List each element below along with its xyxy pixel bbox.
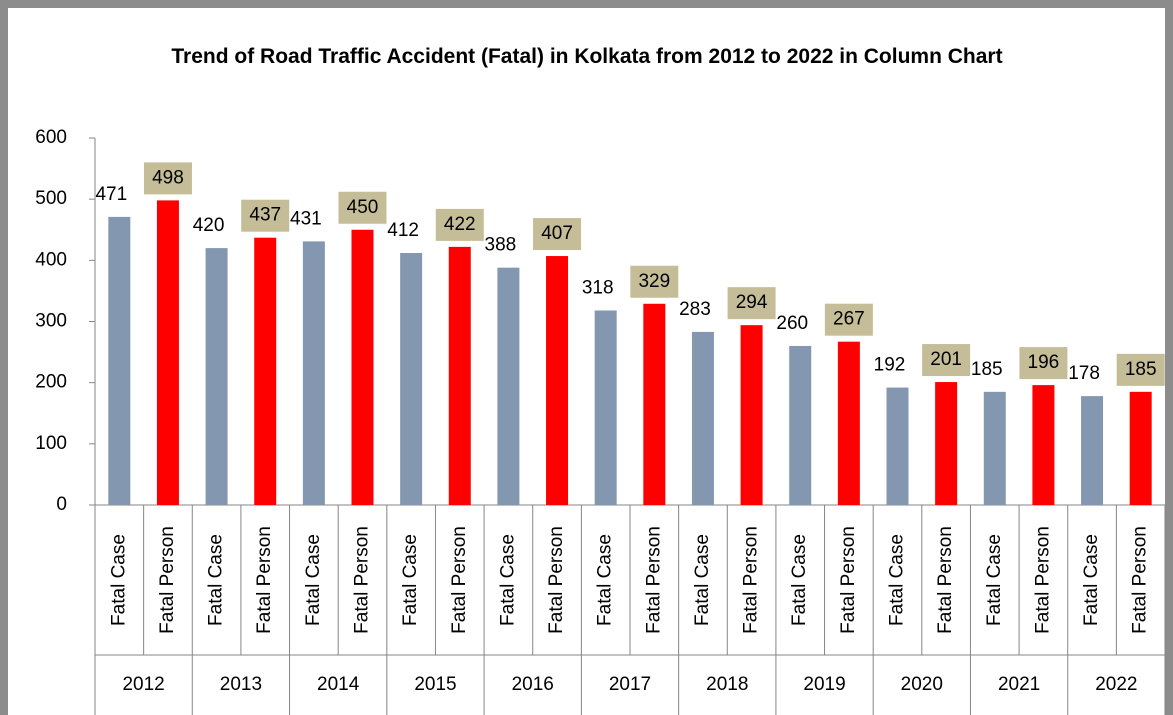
x-series-label: Fatal Case: [595, 534, 616, 626]
x-series-label: Fatal Person: [935, 526, 956, 634]
x-series-label: Fatal Case: [206, 534, 227, 626]
x-category-label: 2017: [609, 674, 651, 695]
y-tick-label: 100: [35, 433, 67, 454]
value-label: 185: [1125, 359, 1157, 380]
value-label: 431: [290, 208, 322, 229]
value-label: 422: [444, 214, 476, 235]
bar: [108, 216, 131, 505]
y-tick-label: 200: [35, 372, 67, 393]
x-series-label: Fatal Person: [643, 526, 664, 634]
value-label-box: [435, 208, 484, 241]
bar: [691, 331, 714, 505]
x-series-label: Fatal Case: [984, 534, 1005, 626]
value-label-box: [727, 287, 776, 320]
x-category-label: 2015: [414, 674, 456, 695]
bar: [837, 341, 860, 505]
value-label: 196: [1028, 352, 1060, 373]
bar: [448, 246, 471, 506]
y-tick-label: 0: [56, 494, 67, 515]
x-category-label: 2012: [122, 674, 164, 695]
value-label: 283: [679, 299, 711, 320]
value-label: 192: [874, 355, 906, 376]
bar: [1129, 391, 1152, 505]
x-series-label: Fatal Case: [497, 534, 518, 626]
x-series-label: Fatal Person: [1032, 526, 1053, 634]
value-label: 407: [541, 223, 573, 244]
value-label-box: [824, 303, 873, 336]
bar: [546, 256, 569, 505]
x-series-label: Fatal Person: [254, 526, 275, 634]
bar: [886, 387, 909, 505]
x-category-label: 2019: [803, 674, 845, 695]
value-label-box: [1019, 347, 1068, 380]
value-label-box: [338, 191, 387, 224]
value-label: 318: [582, 278, 614, 299]
x-series-label: Fatal Case: [303, 534, 324, 626]
bar: [497, 267, 520, 505]
value-label: 420: [193, 215, 225, 236]
x-series-label: Fatal Person: [352, 526, 373, 634]
value-label: 498: [152, 167, 184, 188]
x-series-label: Fatal Person: [838, 526, 859, 634]
bar: [302, 241, 325, 505]
bar: [400, 252, 423, 505]
x-series-label: Fatal Case: [887, 534, 908, 626]
bar: [205, 248, 228, 505]
bar: [740, 325, 763, 505]
bar: [1081, 396, 1104, 505]
value-label: 260: [776, 313, 808, 334]
x-category-label: 2018: [706, 674, 748, 695]
x-series-label: Fatal Person: [1130, 526, 1151, 634]
x-series-label: Fatal Case: [400, 534, 421, 626]
value-label: 294: [736, 292, 768, 313]
x-series-label: Fatal Case: [789, 534, 810, 626]
x-series-label: Fatal Case: [1081, 534, 1102, 626]
bar: [594, 310, 617, 505]
value-label: 185: [971, 359, 1003, 380]
value-label-box: [143, 162, 192, 195]
y-tick-label: 600: [35, 127, 67, 148]
x-category-label: 2016: [512, 674, 554, 695]
x-category-label: 2013: [220, 674, 262, 695]
value-label-box: [533, 218, 582, 251]
bar: [156, 200, 179, 505]
x-category-label: 2021: [998, 674, 1040, 695]
y-tick-label: 500: [35, 188, 67, 209]
bar: [351, 229, 374, 505]
x-series-label: Fatal Person: [546, 526, 567, 634]
bar: [254, 237, 277, 505]
y-tick-label: 400: [35, 249, 67, 270]
value-label: 412: [387, 220, 419, 241]
value-label: 450: [347, 197, 379, 218]
x-category-label: 2014: [317, 674, 360, 695]
bar: [1032, 385, 1055, 505]
x-series-label: Fatal Person: [157, 526, 178, 634]
value-label: 388: [485, 235, 517, 256]
value-label-box: [1116, 353, 1165, 386]
value-label-box: [922, 344, 971, 377]
bar: [643, 303, 666, 505]
x-category-label: 2022: [1095, 674, 1137, 695]
value-label: 178: [1068, 363, 1100, 384]
value-label: 437: [249, 205, 281, 226]
bar: [789, 345, 812, 505]
y-tick-label: 300: [35, 311, 67, 332]
value-label: 471: [95, 184, 127, 205]
value-label-box: [241, 199, 290, 232]
value-label: 201: [930, 349, 962, 370]
x-series-label: Fatal Case: [108, 534, 129, 626]
x-series-label: Fatal Case: [692, 534, 713, 626]
bar: [935, 382, 958, 505]
x-series-label: Fatal Person: [449, 526, 470, 634]
x-series-label: Fatal Person: [741, 526, 762, 634]
chart-title: Trend of Road Traffic Accident (Fatal) i…: [171, 45, 1003, 68]
value-label: 329: [638, 271, 670, 292]
x-category-label: 2020: [901, 674, 943, 695]
value-label: 267: [833, 309, 865, 330]
value-label-box: [630, 265, 679, 298]
bar: [983, 391, 1006, 505]
